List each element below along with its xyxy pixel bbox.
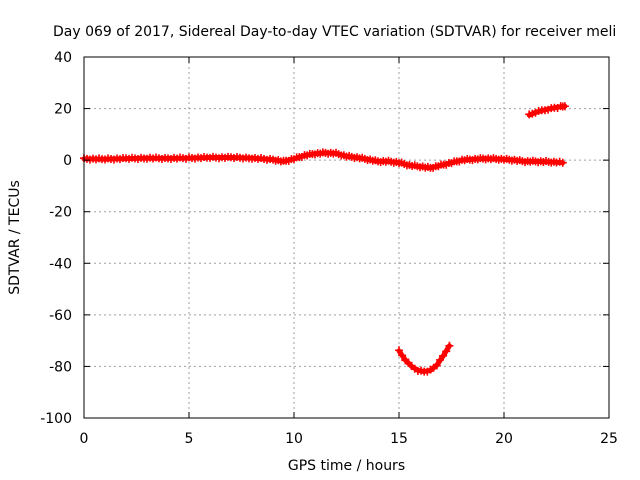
data-point <box>439 351 448 360</box>
y-tick-label: 40 <box>54 50 72 66</box>
data-point <box>395 346 403 355</box>
x-tick-label: 15 <box>390 431 408 447</box>
data-point <box>435 355 444 364</box>
x-tick-label: 20 <box>495 431 513 447</box>
plot-frame <box>83 56 610 419</box>
data-point <box>558 158 567 167</box>
data-point <box>442 347 451 356</box>
y-tick-label: -40 <box>49 256 72 272</box>
y-tick-label: -20 <box>49 205 72 221</box>
series-upper-arc <box>525 102 569 119</box>
chart-title: Day 069 of 2017, Sidereal Day-to-day VTE… <box>53 24 616 40</box>
y-axis-label: SDTVAR / TECUs <box>7 180 23 295</box>
y-tick-label: 0 <box>63 153 72 169</box>
y-tick-label: 20 <box>54 102 72 118</box>
axis-ticks <box>83 56 610 419</box>
data-point <box>445 341 454 350</box>
x-tick-label: 25 <box>600 431 618 447</box>
series-main-band <box>80 148 567 172</box>
data-marks <box>80 102 569 376</box>
data-point <box>398 351 407 360</box>
grid-lines <box>84 57 609 418</box>
y-tick-label: -80 <box>49 359 72 375</box>
x-axis-label: GPS time / hours <box>288 458 405 474</box>
y-tick-label: -60 <box>49 308 72 324</box>
y-tick-label: -100 <box>40 411 72 427</box>
x-tick-label: 5 <box>185 431 194 447</box>
data-point <box>560 102 569 111</box>
x-tick-label: 10 <box>285 431 303 447</box>
series-lower-dip <box>395 341 454 376</box>
tick-labels: 0 5 10 15 20 25 -100 -80 -60 -40 -20 0 20 40 <box>40 50 618 447</box>
x-tick-label: 0 <box>80 431 89 447</box>
data-point <box>432 361 441 370</box>
